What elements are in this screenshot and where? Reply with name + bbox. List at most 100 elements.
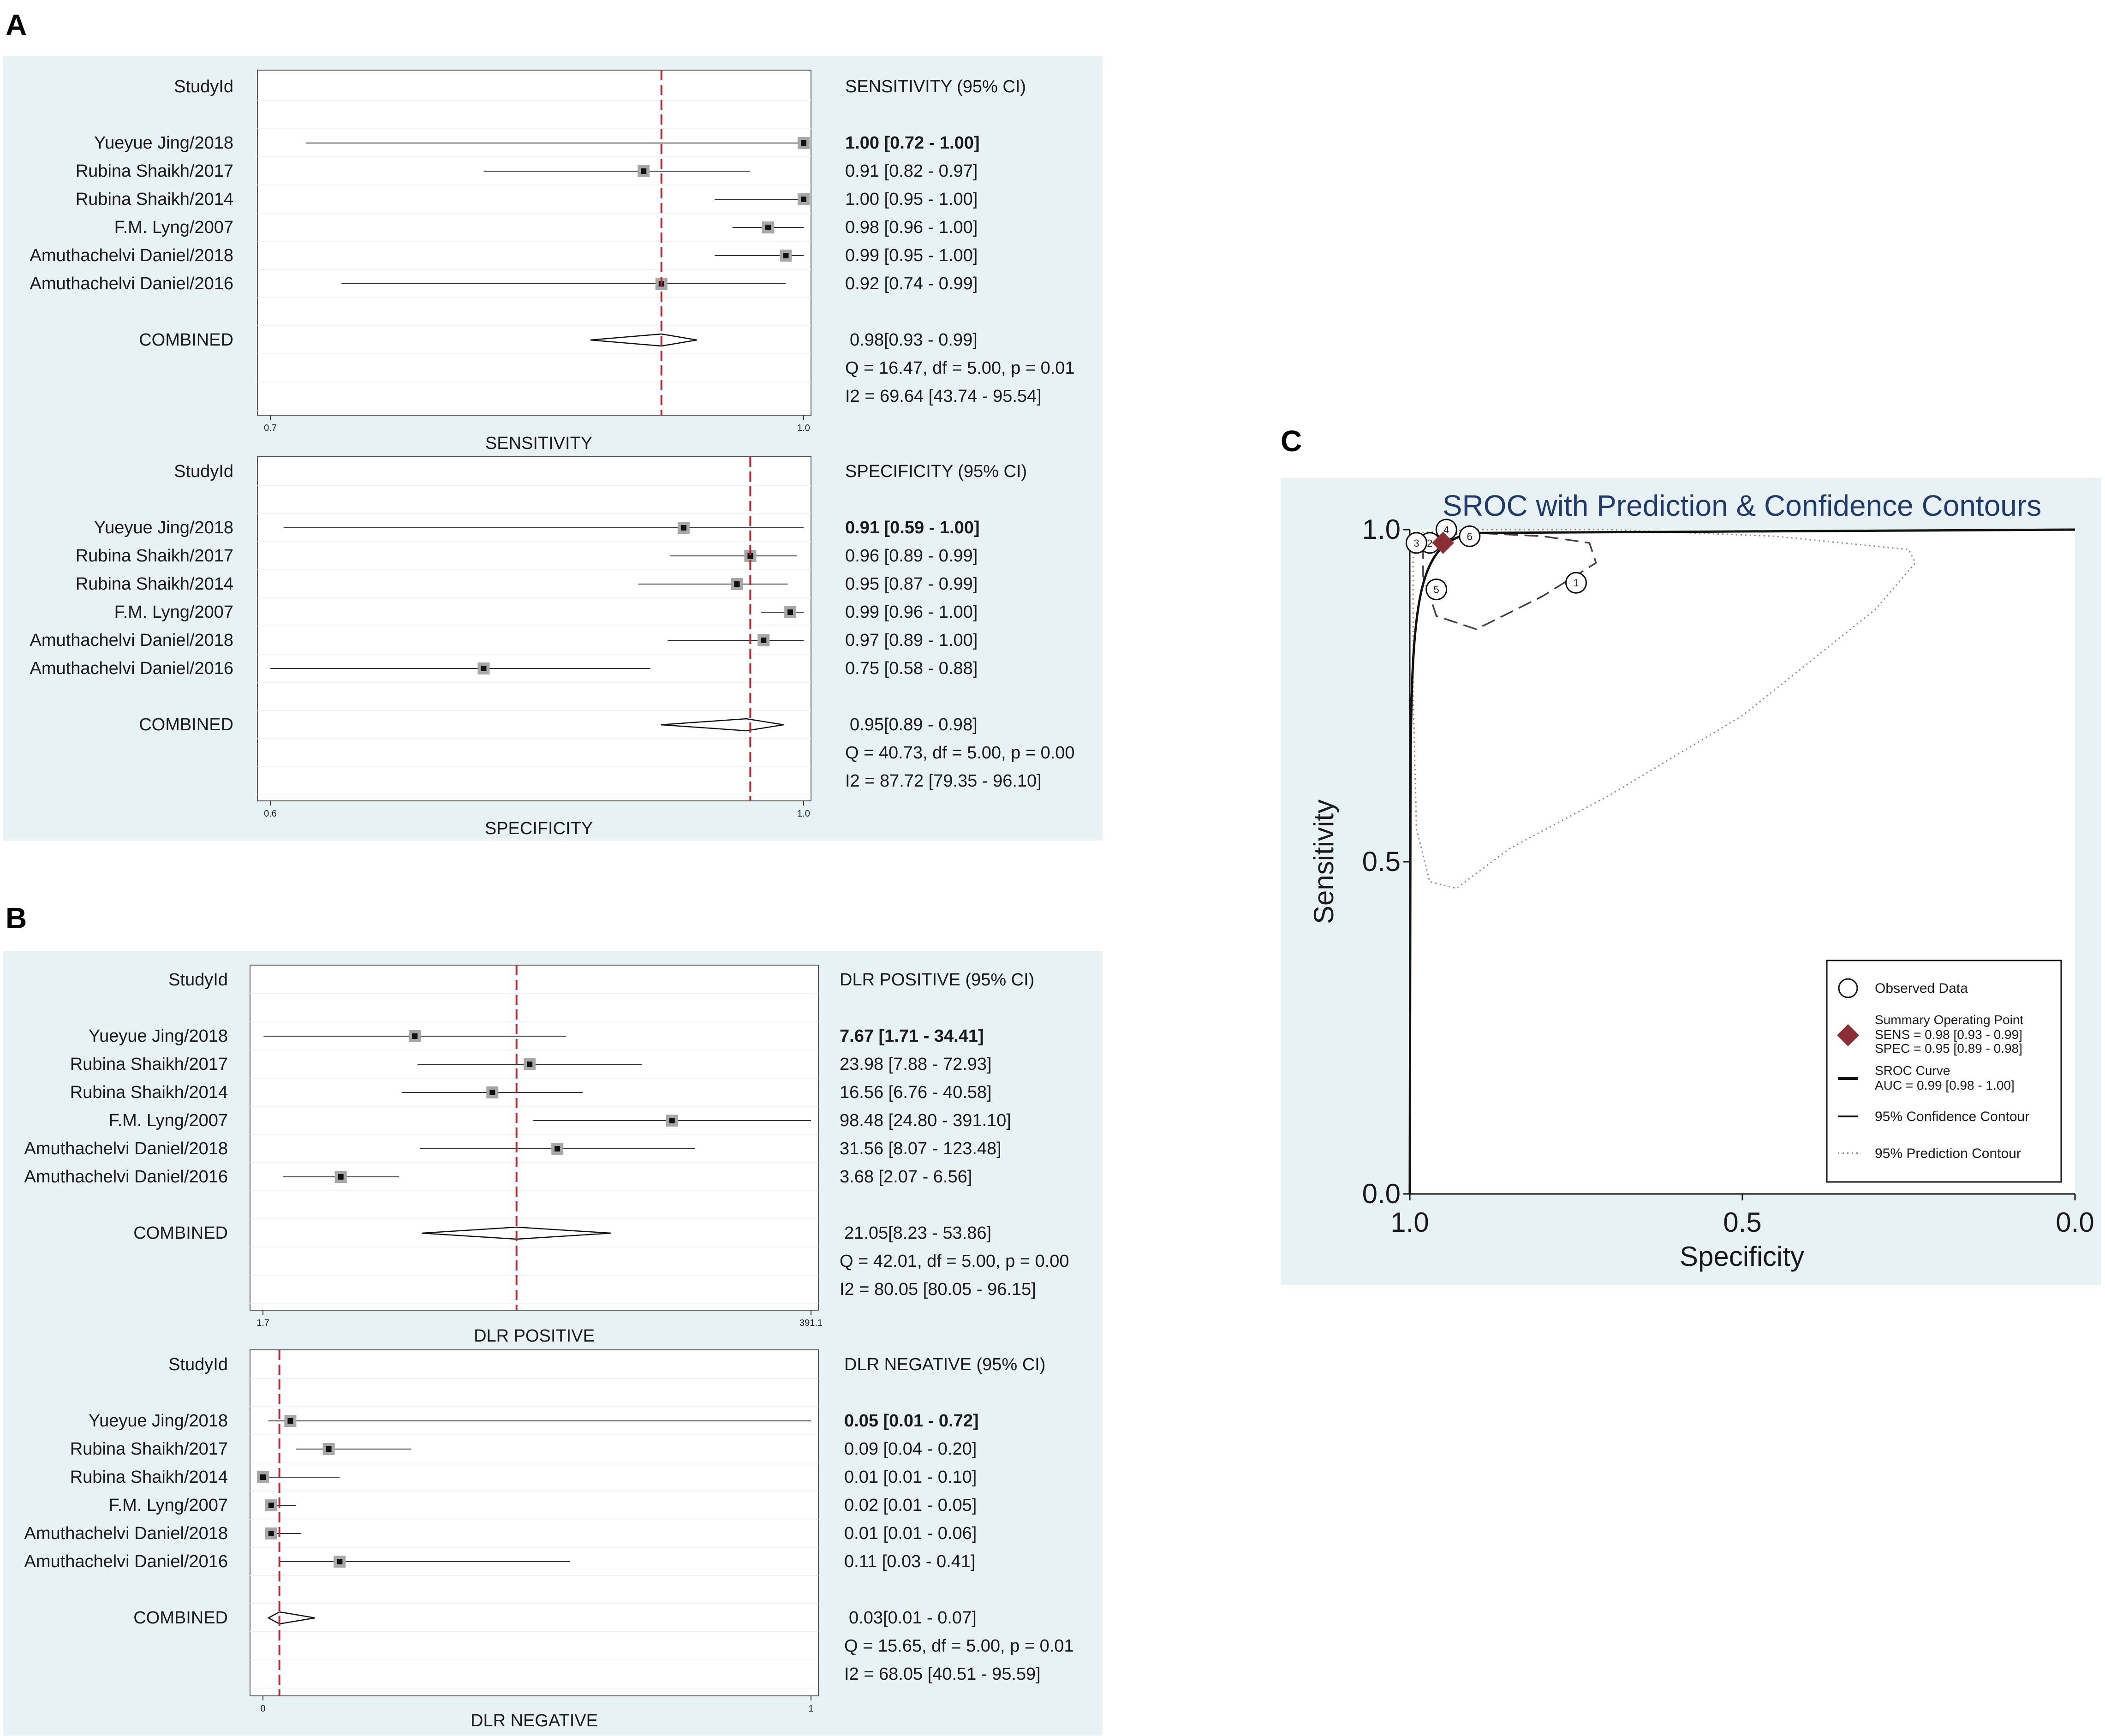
combined-estimate: 0.95[0.89 - 0.98]: [850, 715, 978, 734]
estimate-label: 1.00 [0.72 - 1.00]: [845, 133, 980, 153]
legend-observed-icon: [1838, 978, 1858, 998]
y-axis-label: Sensitivity: [1308, 799, 1339, 924]
study-name: Rubina Shaikh/2014: [76, 190, 233, 209]
dlr-positive-forest-plot: StudyId DLR POSITIVE (95% CI) Yueyue Jing/…: [24, 965, 1069, 1346]
column-header-estimate: DLR NEGATIVE (95% CI): [844, 1355, 1045, 1374]
study-name: Amuthachelvi Daniel/2018: [30, 631, 234, 650]
estimate-label: 0.99 [0.96 - 1.00]: [845, 603, 978, 622]
estimate-point: [641, 168, 647, 174]
observed-study-point: [1405, 532, 1427, 554]
estimate-point: [801, 140, 806, 146]
combined-diamond: [661, 718, 784, 732]
observed-study-label: 3: [1413, 537, 1419, 549]
study-name: Amuthachelvi Daniel/2016: [24, 1167, 228, 1187]
estimate-point: [489, 1090, 495, 1095]
combined-diamond: [590, 333, 698, 347]
combined-label: COMBINED: [139, 330, 233, 350]
column-header-study: StudyId: [168, 1355, 228, 1374]
study-name: Amuthachelvi Daniel/2018: [30, 246, 234, 265]
combined-label: COMBINED: [133, 1223, 228, 1243]
estimate-label: 23.98 [7.88 - 72.93]: [840, 1055, 992, 1074]
y-tick-label: 0.0: [1362, 1178, 1401, 1209]
estimate-point: [734, 581, 740, 587]
legend-observed-label: Observed Data: [1875, 981, 1968, 996]
axis-tick-label: 0.7: [264, 423, 277, 433]
estimate-point: [669, 1118, 675, 1123]
estimate-point: [287, 1418, 293, 1424]
estimate-label: 0.92 [0.74 - 0.99]: [845, 274, 978, 293]
estimate-label: 0.09 [0.04 - 0.20]: [844, 1439, 977, 1459]
estimate-point: [787, 609, 793, 615]
study-name: Yueyue Jing/2018: [89, 1411, 228, 1431]
sroc-plot: SROC with Prediction & Confidence Contou…: [1308, 489, 2094, 1272]
observed-study-point: [1565, 572, 1587, 594]
estimate-point: [481, 666, 487, 671]
x-axis-label: SENSITIVITY: [485, 434, 592, 453]
plot-area: [250, 1349, 819, 1696]
x-tick-label: 1.0: [1390, 1207, 1429, 1238]
estimate-label: 0.11 [0.03 - 0.41]: [844, 1552, 976, 1571]
combined-label: COMBINED: [133, 1608, 228, 1628]
heterogeneity-q: Q = 42.01, df = 5.00, p = 0.00: [840, 1252, 1069, 1271]
sroc-title: SROC with Prediction & Confidence Contou…: [1443, 489, 2041, 522]
estimate-label: 31.56 [8.07 - 123.48]: [840, 1139, 1002, 1158]
axis-tick-label: 391.1: [799, 1318, 823, 1328]
x-axis-label: SPECIFICITY: [485, 819, 593, 838]
estimate-label: 0.01 [0.01 - 0.06]: [844, 1524, 977, 1543]
estimate-label: 16.56 [6.76 - 40.58]: [840, 1083, 992, 1102]
study-name: Rubina Shaikh/2017: [76, 161, 233, 181]
column-header-estimate: SENSITIVITY (95% CI): [845, 77, 1026, 96]
heterogeneity-i2: I2 = 68.05 [40.51 - 95.59]: [844, 1664, 1041, 1684]
plot-area: [257, 70, 811, 416]
estimate-point: [765, 225, 771, 230]
study-name: Rubina Shaikh/2014: [70, 1468, 228, 1487]
observed-study-label: 5: [1434, 584, 1439, 596]
study-name: Rubina Shaikh/2017: [70, 1439, 228, 1459]
legend-summary-spec: SPEC = 0.95 [0.89 - 0.98]: [1875, 1041, 2022, 1056]
estimate-label: 0.75 [0.58 - 0.88]: [845, 659, 978, 678]
legend-box: [1826, 960, 2062, 1183]
estimate-point: [801, 197, 806, 202]
x-tick-label: 0.0: [2056, 1207, 2094, 1238]
estimate-label: 1.00 [0.95 - 1.00]: [845, 190, 978, 209]
estimate-label: 0.91 [0.59 - 1.00]: [845, 518, 980, 537]
estimate-point: [337, 1559, 343, 1564]
y-tick-label: 0.5: [1362, 846, 1401, 877]
study-name: Rubina Shaikh/2017: [76, 546, 233, 566]
estimate-point: [326, 1446, 332, 1452]
estimate-label: 0.05 [0.01 - 0.72]: [844, 1411, 979, 1431]
sensitivity-forest-plot: StudyId SENSITIVITY (95% CI) Yueyue Jing/2…: [30, 70, 1075, 453]
estimate-point: [761, 638, 767, 643]
study-name: F.M. Lyng/2007: [109, 1111, 228, 1130]
estimate-label: 3.68 [2.07 - 6.56]: [840, 1167, 972, 1187]
column-header-study: StudyId: [168, 970, 228, 990]
estimate-point: [680, 525, 686, 531]
study-name: Amuthachelvi Daniel/2016: [30, 274, 234, 293]
estimate-label: 0.95 [0.87 - 0.99]: [845, 574, 978, 594]
estimate-point: [555, 1146, 561, 1151]
study-name: Amuthachelvi Daniel/2016: [24, 1552, 228, 1571]
heterogeneity-q: Q = 16.47, df = 5.00, p = 0.01: [845, 358, 1075, 378]
panel-letter-b: B: [6, 901, 27, 935]
heterogeneity-q: Q = 40.73, df = 5.00, p = 0.00: [845, 743, 1075, 763]
column-header-estimate: DLR POSITIVE (95% CI): [840, 970, 1034, 990]
estimate-label: 0.99 [0.95 - 1.00]: [845, 246, 978, 265]
x-axis-label: DLR POSITIVE: [474, 1326, 595, 1346]
estimate-label: 0.91 [0.82 - 0.97]: [845, 161, 978, 181]
estimate-point: [268, 1531, 274, 1536]
panel-letter-c: C: [1281, 424, 1302, 458]
combined-estimate: 21.05[8.23 - 53.86]: [844, 1223, 991, 1243]
estimate-point: [338, 1174, 344, 1180]
combined-estimate: 0.98[0.93 - 0.99]: [850, 330, 978, 350]
legend-summary-icon: [1837, 1024, 1859, 1046]
x-axis-label: DLR NEGATIVE: [471, 1711, 598, 1730]
heterogeneity-i2: I2 = 87.72 [79.35 - 96.10]: [845, 771, 1042, 791]
study-name: Rubina Shaikh/2014: [76, 574, 233, 594]
study-name: F.M. Lyng/2007: [109, 1496, 228, 1515]
dlr-negative-forest-plot: StudyId DLR NEGATIVE (95% CI) Yueyue Jing/…: [24, 1349, 1074, 1730]
legend-curve-label: SROC Curve: [1875, 1063, 1950, 1078]
study-name: Yueyue Jing/2018: [94, 518, 233, 537]
observed-study-label: 6: [1467, 531, 1473, 542]
heterogeneity-q: Q = 15.65, df = 5.00, p = 0.01: [844, 1636, 1074, 1656]
study-name: Yueyue Jing/2018: [89, 1026, 228, 1046]
